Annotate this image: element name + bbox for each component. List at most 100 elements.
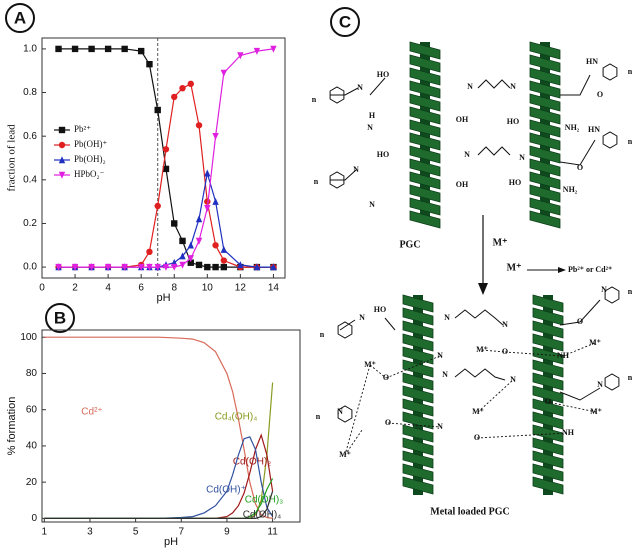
- bond: [559, 299, 601, 326]
- atom-label: OH: [456, 180, 469, 189]
- panel-badge: [45, 303, 75, 333]
- marker: [204, 204, 211, 212]
- bond: [330, 169, 357, 181]
- series-line: [58, 173, 274, 268]
- marker: [195, 237, 203, 245]
- helix-turn: [409, 132, 441, 151]
- helix-turn: [409, 119, 441, 138]
- bond: [384, 317, 396, 331]
- atom-label: HO: [374, 305, 386, 314]
- caption: Metal loaded PGC: [430, 506, 509, 517]
- helix-turn: [532, 450, 564, 469]
- atom-label: n: [320, 330, 325, 339]
- helix-turn: [529, 67, 561, 86]
- atom-label: N: [510, 375, 516, 384]
- x-tick-label: 12: [235, 283, 247, 294]
- marker: [237, 52, 244, 60]
- marker: [55, 45, 62, 53]
- helix-turn: [529, 93, 561, 112]
- helix-turn: [532, 398, 564, 417]
- marker: [154, 202, 161, 210]
- marker: [171, 93, 178, 101]
- marker: [179, 84, 186, 92]
- helix-turn: [532, 320, 564, 339]
- coordination-bond: [547, 401, 597, 413]
- helix-turn: [402, 385, 434, 404]
- marker: [162, 146, 170, 153]
- atom-label: N: [353, 165, 359, 174]
- panel-badge: [330, 7, 360, 37]
- helix-turn: [409, 210, 441, 229]
- helix-turn: [402, 307, 434, 326]
- atom-label: n: [628, 373, 633, 382]
- helix-turn: [402, 333, 434, 352]
- marker: [121, 263, 128, 271]
- atom-label: n: [316, 412, 321, 421]
- helix-turn: [402, 294, 434, 313]
- marker: [187, 259, 194, 266]
- atom-label: OH: [456, 115, 469, 124]
- marker: [195, 215, 203, 223]
- x-axis-label: pH: [164, 536, 178, 548]
- marker: [146, 60, 153, 68]
- bond: [454, 309, 504, 326]
- y-tick-label: 100: [20, 332, 37, 343]
- y-tick-label: 0: [31, 513, 37, 524]
- marker: [58, 156, 66, 164]
- helix-turn: [409, 80, 441, 99]
- helix-turn: [532, 437, 564, 456]
- arrow-head: [478, 283, 488, 295]
- y-tick-label: 0.8: [23, 87, 37, 98]
- helix-turn: [532, 424, 564, 443]
- atom-label: N: [367, 123, 373, 132]
- x-tick-label: 10: [202, 283, 214, 294]
- atom-label: O: [577, 163, 583, 172]
- atom-label: NH₂: [563, 185, 578, 194]
- atom-label: N: [437, 422, 443, 431]
- arrow-label: M⁺: [493, 237, 508, 248]
- bond: [339, 319, 356, 331]
- marker: [270, 263, 277, 271]
- bond: [330, 87, 359, 96]
- helix-turn: [402, 450, 434, 469]
- helix-turn: [532, 463, 564, 482]
- reactant-label: M⁺: [507, 262, 522, 273]
- atom-label: NH: [557, 351, 570, 360]
- panel-b-label: B: [45, 303, 75, 333]
- atom-label: n: [314, 177, 319, 186]
- helix-turn: [409, 54, 441, 73]
- marker: [187, 80, 194, 88]
- x-axis-label: pH: [156, 292, 170, 304]
- helix-turn: [532, 411, 564, 430]
- helix-turn: [529, 119, 561, 138]
- marker: [58, 171, 66, 179]
- panel-badge: [5, 3, 35, 33]
- atom-label: N: [502, 320, 508, 329]
- coordination-bond: [344, 429, 363, 456]
- y-tick-label: 80: [26, 368, 38, 379]
- marker: [171, 263, 178, 271]
- helix-turn: [529, 54, 561, 73]
- helix-turn: [409, 197, 441, 216]
- atom-label: M⁺: [339, 450, 351, 459]
- atom-label: N: [437, 351, 443, 360]
- atom-label: HO: [377, 70, 389, 79]
- series-line: [44, 382, 274, 519]
- helix-turn: [409, 184, 441, 203]
- helix-turn: [402, 463, 434, 482]
- x-tick-label: 3: [87, 527, 93, 538]
- helix-turn: [529, 80, 561, 99]
- coordination-bond: [385, 355, 441, 379]
- marker: [253, 263, 261, 271]
- bond: [477, 79, 511, 89]
- helix-turn: [532, 333, 564, 352]
- atom-label: HN: [588, 125, 600, 134]
- helix-turn: [529, 171, 561, 190]
- x-tick-label: 0: [39, 283, 45, 294]
- helix-turn: [402, 411, 434, 430]
- plot-frame: [41, 329, 301, 523]
- series-line: [44, 491, 274, 519]
- atom-label: N: [359, 313, 365, 322]
- atom-label: n: [312, 95, 317, 104]
